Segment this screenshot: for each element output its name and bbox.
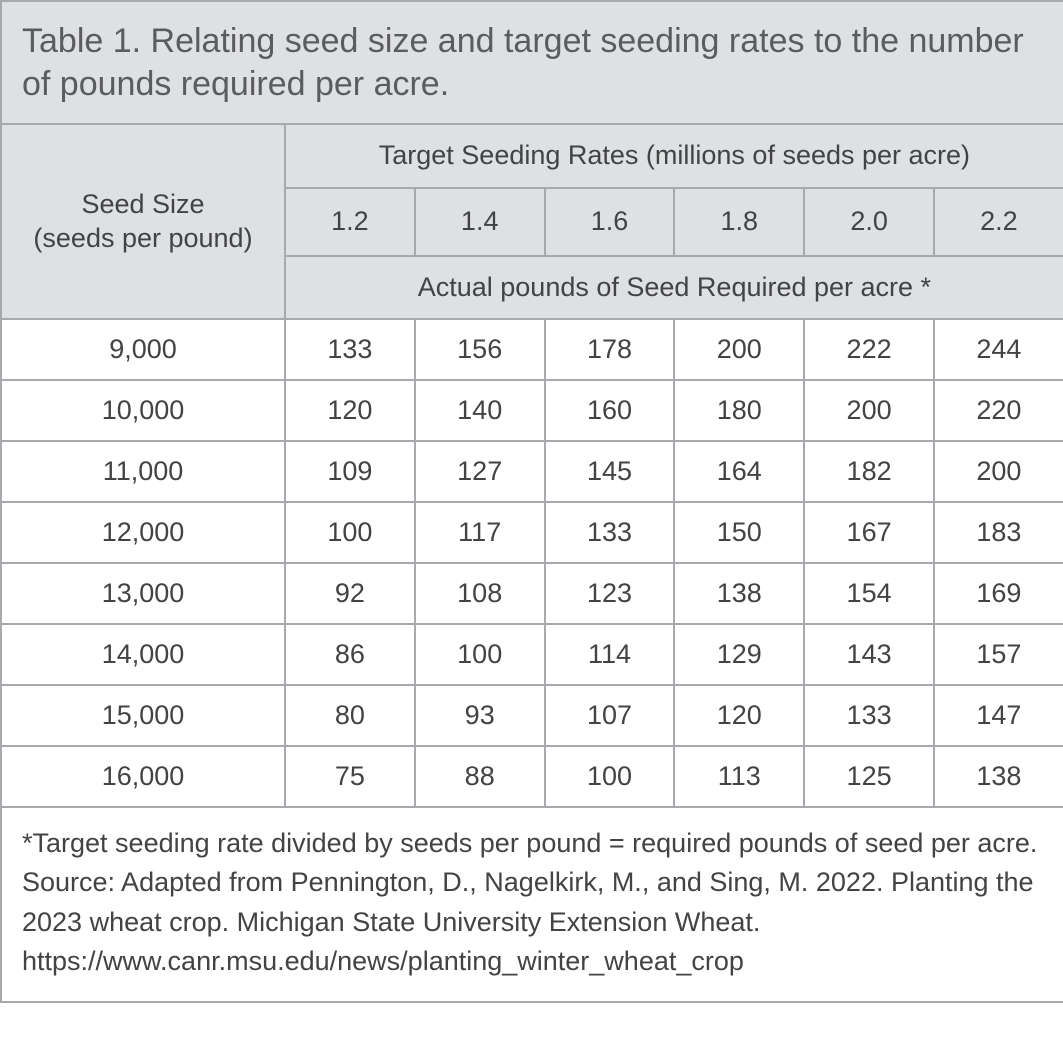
cell: 107 [545,685,675,746]
cell: 145 [545,441,675,502]
cell: 100 [285,502,415,563]
table-row: 14,000 86 100 114 129 143 157 [1,624,1063,685]
cell: 178 [545,319,675,380]
cell: 220 [934,380,1063,441]
seed-size-label: 16,000 [1,746,285,807]
table-row: 10,000 120 140 160 180 200 220 [1,380,1063,441]
cell: 164 [674,441,804,502]
cell: 133 [285,319,415,380]
table-row: 13,000 92 108 123 138 154 169 [1,563,1063,624]
cell: 150 [674,502,804,563]
header-row-1: Seed Size(seeds per pound) Target Seedin… [1,124,1063,188]
cell: 140 [415,380,545,441]
cell: 183 [934,502,1063,563]
cell: 200 [934,441,1063,502]
seed-size-header: Seed Size(seeds per pound) [1,124,285,319]
cell: 133 [804,685,934,746]
cell: 200 [674,319,804,380]
rate-col-5: 2.2 [934,188,1063,256]
cell: 157 [934,624,1063,685]
cell: 143 [804,624,934,685]
cell: 147 [934,685,1063,746]
title-row: Table 1. Relating seed size and target s… [1,1,1063,124]
cell: 120 [674,685,804,746]
cell: 133 [545,502,675,563]
seed-size-label: 11,000 [1,441,285,502]
cell: 80 [285,685,415,746]
cell: 109 [285,441,415,502]
cell: 222 [804,319,934,380]
cell: 167 [804,502,934,563]
cell: 114 [545,624,675,685]
cell: 108 [415,563,545,624]
cell: 129 [674,624,804,685]
cell: 93 [415,685,545,746]
rate-col-3: 1.8 [674,188,804,256]
seeding-table-container: Table 1. Relating seed size and target s… [0,0,1063,1003]
cell: 154 [804,563,934,624]
footnote: *Target seeding rate divided by seeds pe… [1,807,1063,1002]
footnote-row: *Target seeding rate divided by seeds pe… [1,807,1063,1002]
cell: 180 [674,380,804,441]
cell: 156 [415,319,545,380]
table-title: Table 1. Relating seed size and target s… [1,1,1063,124]
seed-size-label: 12,000 [1,502,285,563]
seed-size-label: 15,000 [1,685,285,746]
cell: 117 [415,502,545,563]
table-row: 11,000 109 127 145 164 182 200 [1,441,1063,502]
cell: 86 [285,624,415,685]
cell: 138 [934,746,1063,807]
cell: 88 [415,746,545,807]
rate-col-0: 1.2 [285,188,415,256]
cell: 120 [285,380,415,441]
cell: 244 [934,319,1063,380]
cell: 169 [934,563,1063,624]
seed-size-label: 13,000 [1,563,285,624]
rates-header: Target Seeding Rates (millions of seeds … [285,124,1063,188]
cell: 200 [804,380,934,441]
cell: 123 [545,563,675,624]
cell: 182 [804,441,934,502]
cell: 160 [545,380,675,441]
rate-col-4: 2.0 [804,188,934,256]
seed-size-label: 9,000 [1,319,285,380]
cell: 113 [674,746,804,807]
cell: 75 [285,746,415,807]
cell: 138 [674,563,804,624]
seed-size-label: 10,000 [1,380,285,441]
rate-col-1: 1.4 [415,188,545,256]
table-row: 9,000 133 156 178 200 222 244 [1,319,1063,380]
rate-col-2: 1.6 [545,188,675,256]
cell: 125 [804,746,934,807]
cell: 92 [285,563,415,624]
table-row: 12,000 100 117 133 150 167 183 [1,502,1063,563]
cell: 100 [415,624,545,685]
sub-header: Actual pounds of Seed Required per acre … [285,256,1063,320]
seed-size-label: 14,000 [1,624,285,685]
cell: 127 [415,441,545,502]
table-row: 15,000 80 93 107 120 133 147 [1,685,1063,746]
cell: 100 [545,746,675,807]
table-row: 16,000 75 88 100 113 125 138 [1,746,1063,807]
seeding-table: Table 1. Relating seed size and target s… [0,0,1063,1003]
